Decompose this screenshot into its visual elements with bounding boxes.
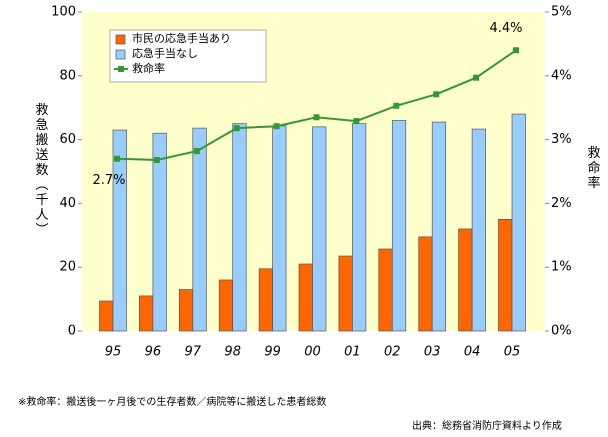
bar	[152, 132, 167, 332]
bar	[139, 295, 154, 332]
bar	[431, 121, 447, 332]
bar	[378, 248, 393, 332]
y2-tick-label: 3%	[551, 132, 572, 147]
data-label: 4.4%	[489, 21, 522, 36]
y2-tick-label: 4%	[551, 68, 572, 83]
data-label: 2.7%	[92, 173, 125, 188]
bar	[458, 228, 473, 332]
y2-tick-label: 2%	[551, 196, 572, 211]
bar	[232, 123, 247, 332]
x-tick-label: 00	[304, 345, 321, 360]
legend-label: 応急手当なし	[132, 46, 198, 60]
bar	[298, 263, 313, 332]
y2-axis-label: 救命率	[585, 145, 601, 191]
y-tick-label: 80	[59, 68, 76, 83]
x-tick-label: 97	[185, 345, 202, 360]
x-tick-label: 05	[504, 345, 521, 360]
bar	[352, 123, 367, 332]
bar	[218, 279, 234, 332]
line-marker	[473, 74, 480, 81]
y-tick-label: 40	[59, 196, 76, 211]
y2-tick-label: 0%	[551, 324, 572, 339]
line-marker	[433, 91, 440, 98]
x-tick-label: 96	[145, 345, 162, 360]
x-tick-label: 03	[424, 345, 441, 360]
y-axis-label: 救急搬送数（千人）	[33, 102, 49, 238]
bar	[498, 219, 513, 332]
legend-swatch	[115, 34, 126, 45]
bar	[258, 268, 273, 332]
y2-tick-label: 1%	[551, 260, 572, 275]
x-tick-label: 01	[344, 345, 361, 360]
line-marker	[233, 125, 240, 132]
line-marker	[114, 155, 120, 162]
bar	[338, 255, 353, 332]
line-marker	[313, 114, 320, 121]
legend-marker	[118, 66, 124, 72]
line-marker	[513, 47, 519, 54]
x-tick-label: 95	[105, 345, 122, 360]
x-tick-label: 02	[384, 345, 401, 360]
y-tick-label: 20	[59, 260, 76, 275]
footnote: ※救命率：搬送後一ヶ月後での生存者数／病院等に搬送した患者総数	[18, 395, 326, 408]
y2-tick-label: 5%	[551, 5, 572, 20]
legend-swatch	[115, 49, 126, 60]
x-tick-label: 99	[264, 345, 281, 360]
y-tick-label: 60	[59, 132, 76, 147]
y-tick-label: 100	[51, 5, 76, 20]
line-marker	[393, 102, 400, 109]
y-tick-label: 0	[68, 324, 76, 339]
source: 出典：総務省消防庁資料より作成	[412, 419, 562, 432]
bar	[192, 127, 207, 332]
legend-box	[109, 29, 267, 83]
line-marker	[273, 123, 280, 130]
bar	[312, 126, 327, 332]
bar	[112, 129, 127, 332]
x-tick-label: 04	[464, 345, 481, 360]
bar	[178, 289, 194, 332]
line-marker	[153, 157, 160, 164]
bar	[418, 236, 433, 332]
bar	[272, 125, 287, 332]
bar	[471, 128, 486, 332]
x-tick-label: 98	[224, 345, 241, 360]
bar	[99, 300, 114, 332]
line-marker	[353, 118, 360, 125]
bar	[391, 120, 407, 332]
legend-label: 救命率	[132, 61, 165, 75]
bar	[511, 113, 526, 332]
legend-label: 市民の応急手当あり	[132, 31, 231, 45]
line-marker	[193, 148, 200, 155]
